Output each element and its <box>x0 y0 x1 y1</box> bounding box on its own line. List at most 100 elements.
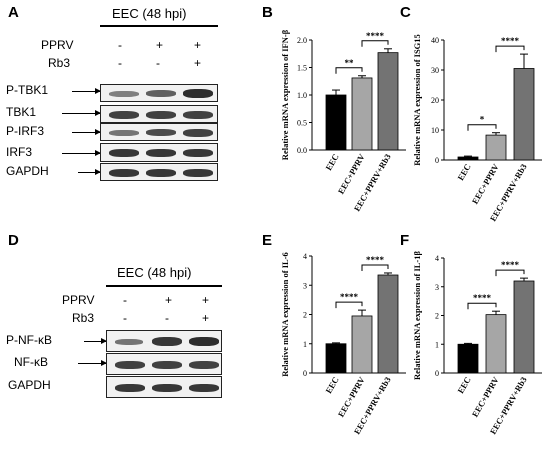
significance-bracket <box>361 264 389 271</box>
wb-d-row-label: GAPDH <box>8 378 51 392</box>
bar <box>513 280 535 374</box>
blot-band <box>183 169 213 177</box>
x-tick-label: EEC <box>323 152 340 172</box>
significance-label: ** <box>345 58 355 68</box>
y-axis-label: Relative mRNA expression of IL-1β <box>412 250 422 379</box>
bar <box>457 156 479 161</box>
wb-a-treatment-pprv: PPRV <box>41 38 74 52</box>
y-tick-label: 1 <box>435 340 439 349</box>
blot-band <box>146 169 176 177</box>
wb-d-treatment-rb3: Rb3 <box>72 311 95 325</box>
blot-band <box>152 361 182 369</box>
wb-a-row-label: IRF3 <box>6 145 33 159</box>
wb-d-header: EEC (48 hpi) <box>117 265 192 280</box>
bar <box>513 68 535 161</box>
blot-band <box>189 337 219 346</box>
significance-label: **** <box>366 255 385 265</box>
significance-label: **** <box>501 36 520 46</box>
blot-band <box>109 130 139 136</box>
blot-band <box>183 149 213 157</box>
panel-letter-d: D <box>8 232 19 249</box>
blot-band <box>115 339 143 345</box>
wb-a-row-label: TBK1 <box>6 105 37 119</box>
blot-band <box>109 169 139 177</box>
panel-letter-a: A <box>8 4 19 21</box>
y-tick-label: 3 <box>303 281 307 290</box>
wb-a-blot-gapdh <box>100 163 218 181</box>
y-tick-label: 0.5 <box>297 119 307 128</box>
bar <box>377 274 399 374</box>
blot-band <box>152 337 182 346</box>
wb-a-arrow <box>72 88 101 94</box>
wb-d-row-label: NF-κB <box>14 355 48 369</box>
y-tick-label: 0 <box>435 156 439 165</box>
wb-d-sign: - <box>165 311 169 325</box>
wb-d-arrow <box>78 360 107 366</box>
blot-band <box>146 90 176 97</box>
x-tick-label: EEC+PPRV <box>470 374 501 418</box>
blot-band <box>189 384 219 392</box>
wb-d-row-label: P-NF-κB <box>6 333 52 347</box>
bar <box>325 343 347 374</box>
panel-letter-f: F <box>400 232 410 249</box>
wb-d-sign: + <box>202 293 210 307</box>
y-tick-label: 30 <box>431 66 439 75</box>
blot-band <box>189 361 219 369</box>
wb-a-row-label: P-TBK1 <box>6 83 49 97</box>
bar <box>351 77 373 151</box>
blot-band <box>183 111 213 119</box>
significance-label: **** <box>501 260 520 270</box>
y-tick-label: 2 <box>303 311 307 320</box>
blot-band <box>109 149 139 157</box>
significance-label: **** <box>473 293 492 303</box>
wb-a-sign: - <box>118 38 122 52</box>
blot-band <box>146 149 176 157</box>
y-axis-label: Relative mRNA expression of ISG15 <box>412 34 422 166</box>
y-tick-label: 0 <box>303 369 307 378</box>
significance-bracket <box>361 40 389 47</box>
wb-a-blot-tbk1 <box>100 105 218 123</box>
wb-a-header: EEC (48 hpi) <box>112 6 187 21</box>
y-tick-label: 3 <box>435 283 439 292</box>
significance-label: * <box>480 115 485 125</box>
panel-letter-e: E <box>262 232 273 249</box>
wb-a-arrow <box>62 110 101 116</box>
bar <box>325 94 347 151</box>
blot-band <box>183 89 213 98</box>
y-tick-label: 4 <box>435 254 439 263</box>
blot-band <box>109 91 139 97</box>
y-tick-label: 1.0 <box>297 91 307 100</box>
bar-chart-il1-beta: 0 1 2 3 4 Relative mRNA expression of IL-1β EE… <box>412 250 542 436</box>
significance-bracket <box>335 301 363 309</box>
x-tick-label: EEC <box>455 162 472 182</box>
wb-a-sign: + <box>194 56 202 70</box>
wb-a-treatment-rb3: Rb3 <box>48 56 71 70</box>
bar <box>485 134 507 161</box>
y-tick-label: 2.0 <box>297 36 307 45</box>
wb-d-sign: - <box>123 311 127 325</box>
significance-label: **** <box>340 292 359 302</box>
y-tick-label: 20 <box>431 96 439 105</box>
wb-d-header-rule <box>106 285 222 287</box>
panel-letter-b: B <box>262 4 273 21</box>
y-tick-label: 1.5 <box>297 64 307 73</box>
wb-a-arrow <box>62 150 101 156</box>
wb-a-sign: - <box>156 56 160 70</box>
y-tick-label: 40 <box>431 36 439 45</box>
significance-label: **** <box>366 31 385 41</box>
wb-a-blot-irf3 <box>100 143 218 162</box>
wb-d-sign: - <box>123 293 127 307</box>
y-tick-label: 1 <box>303 340 307 349</box>
blot-band <box>115 384 145 392</box>
blot-band <box>152 384 182 392</box>
bar-chart-isg15: 0 10 20 30 40 Relative mRNA expression of ISG… <box>412 34 542 223</box>
significance-bracket <box>495 45 525 53</box>
wb-d-sign: + <box>202 311 210 325</box>
blot-band <box>146 129 176 136</box>
y-tick-label: 0.0 <box>297 146 307 155</box>
wb-a-blot-p-tbk1 <box>100 84 218 102</box>
blot-band <box>109 111 139 119</box>
x-tick-label: EEC <box>455 375 472 395</box>
y-tick-label: 2 <box>435 312 439 321</box>
wb-a-blot-p-irf3 <box>100 123 218 141</box>
